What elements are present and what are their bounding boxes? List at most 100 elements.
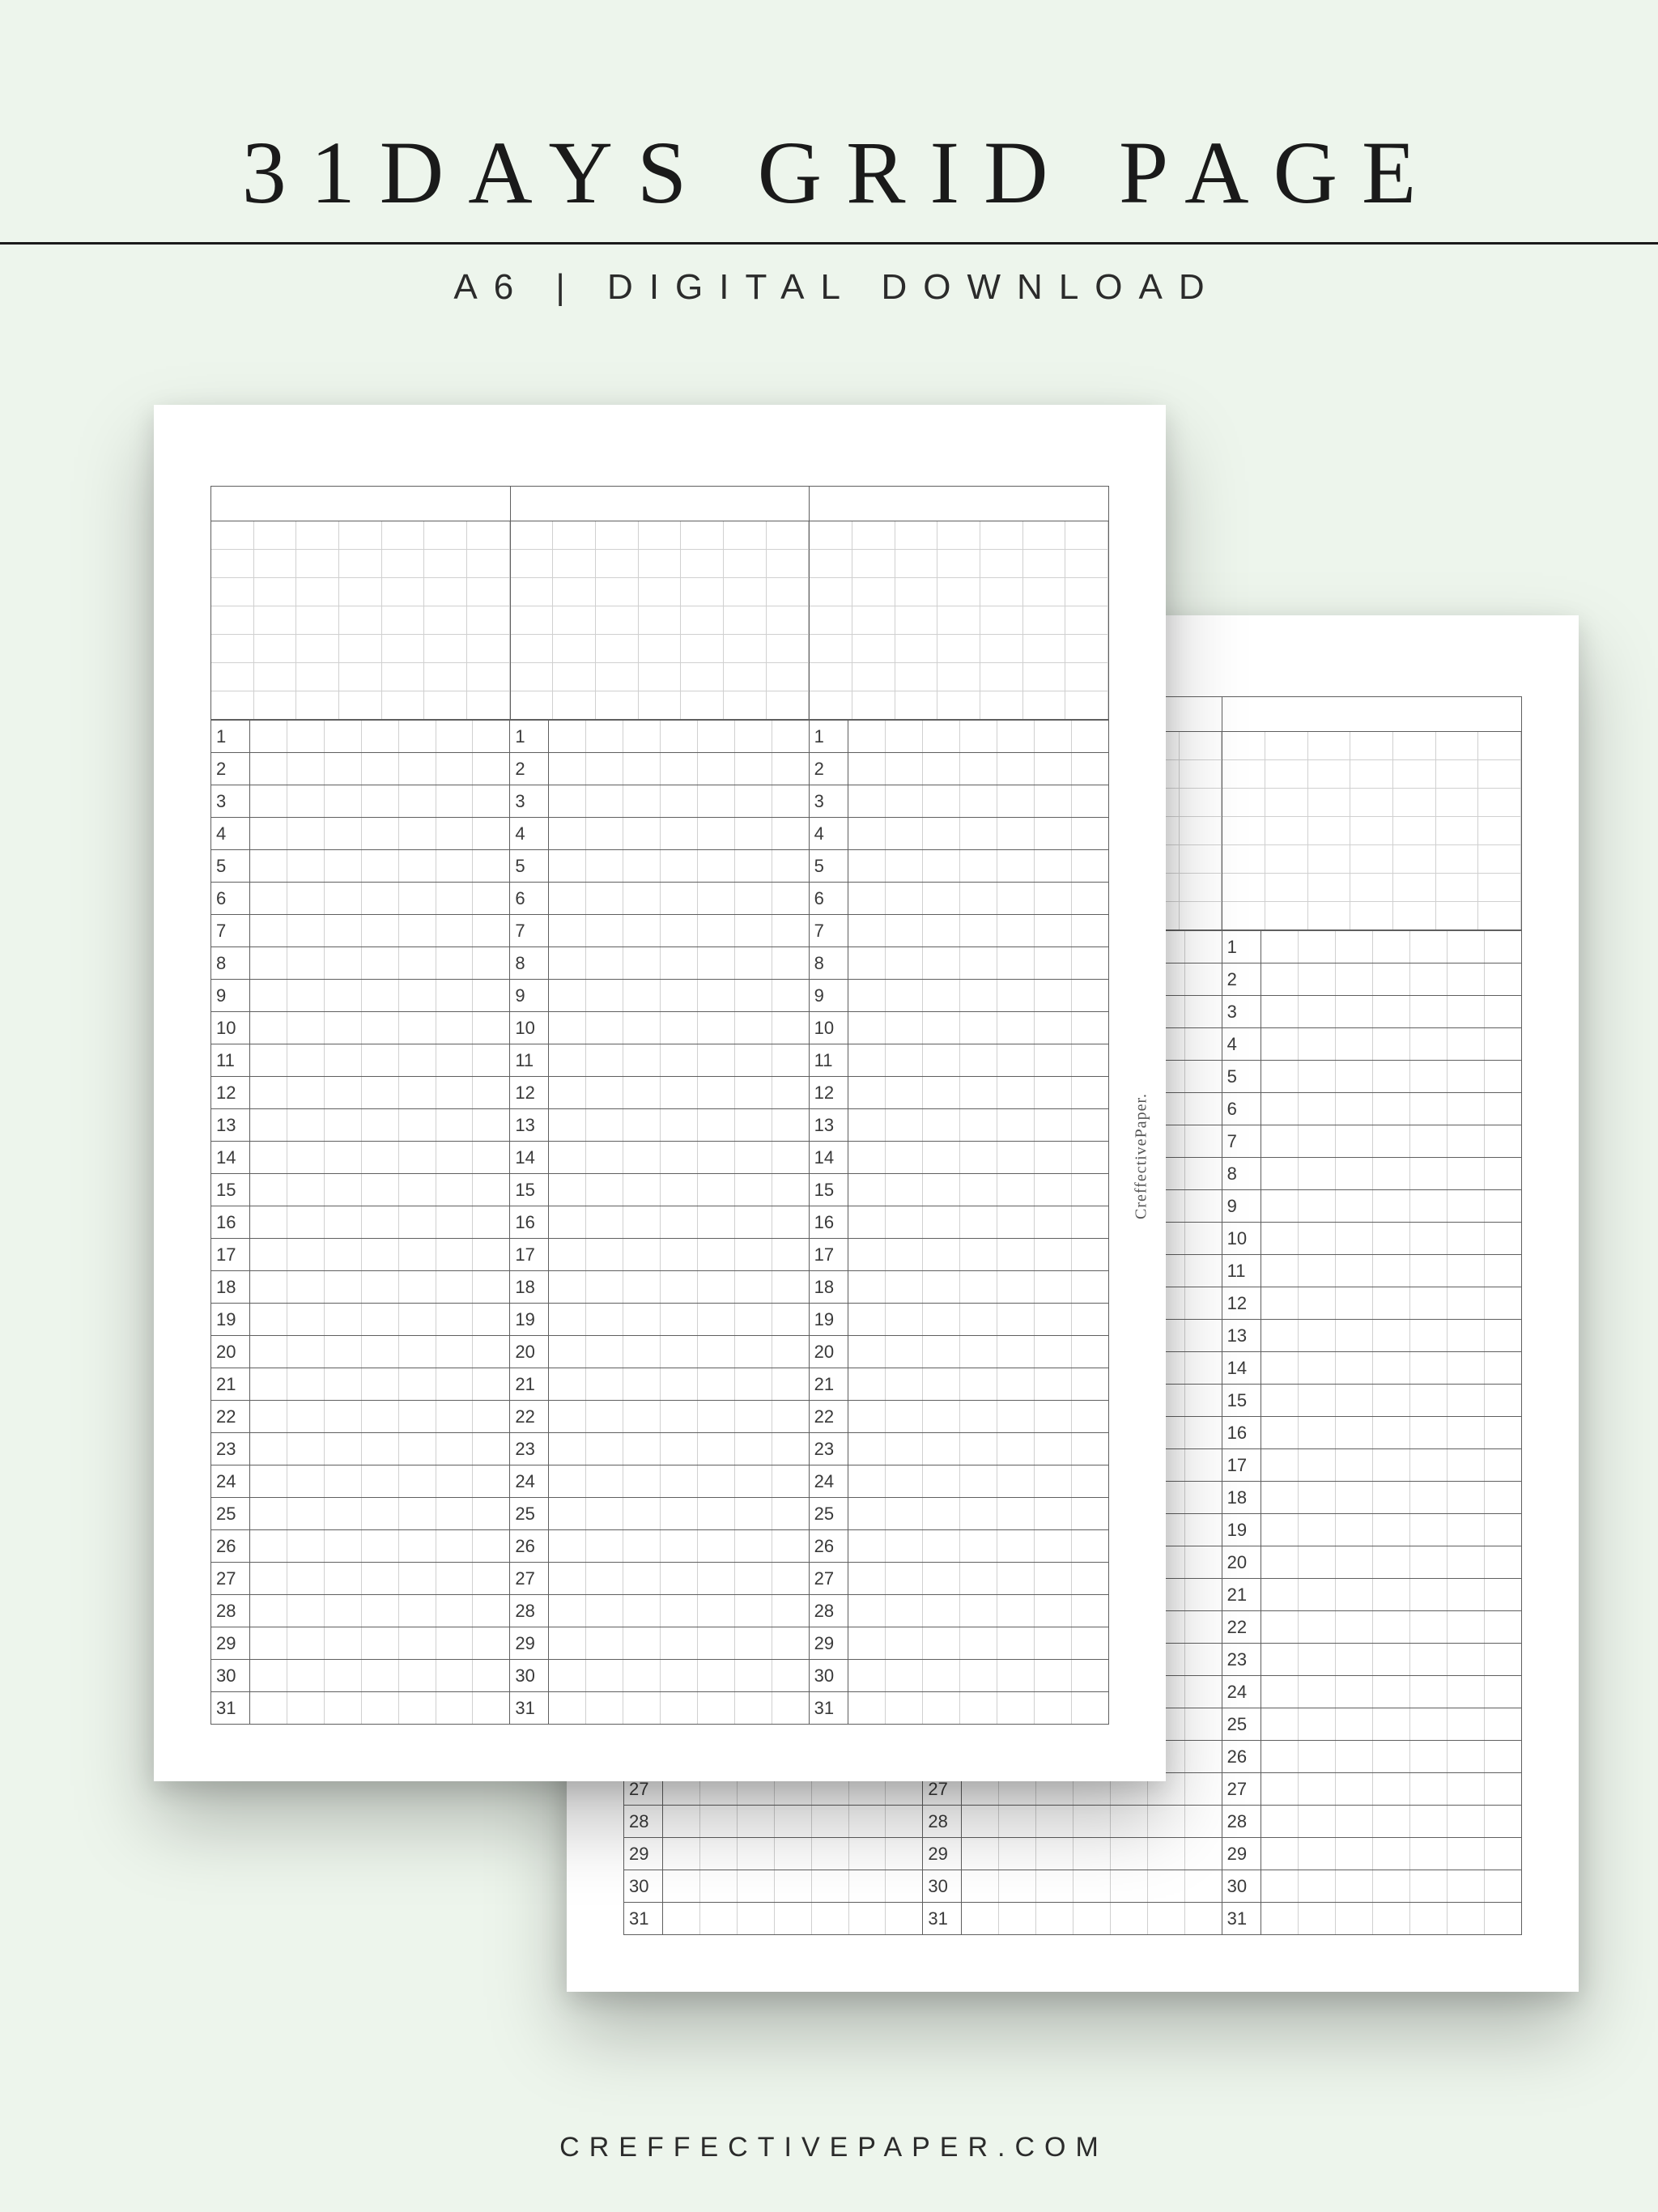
grid-subcolumn: [623, 850, 661, 882]
grid-subcolumn: [849, 1903, 886, 1934]
grid-day-rest: [1261, 1061, 1521, 1092]
grid-subcolumn: [698, 1012, 735, 1044]
grid-subcolumn: [287, 1498, 325, 1529]
grid-subcolumn: [549, 1336, 586, 1368]
grid-day-cellgroup: 28: [810, 1595, 1108, 1627]
grid-subcolumn: [812, 1870, 849, 1902]
grid-day-cellgroup: 12: [211, 1077, 510, 1108]
grid-subcolumn: [997, 1142, 1035, 1173]
grid-day-cellgroup: 18: [510, 1271, 809, 1303]
grid-subcolumn: [623, 1304, 661, 1335]
grid-subcolumn: [1072, 818, 1108, 849]
grid-day-number: 28: [510, 1595, 549, 1627]
grid-day-cellgroup: 11: [510, 1044, 809, 1076]
grid-subcolumn: [960, 1174, 997, 1206]
grid-subcolumn: [623, 1401, 661, 1432]
grid-subcolumn: [436, 980, 474, 1011]
grid-subcolumn: [1185, 1223, 1222, 1254]
grid-subcolumn: [997, 1109, 1035, 1141]
grid-subcolumn: [700, 1903, 738, 1934]
grid-subcolumn: [1373, 1773, 1410, 1805]
grid-subcolumn: [848, 1692, 886, 1724]
grid-subcolumn: [1185, 1125, 1222, 1157]
grid-day-row: 202020: [211, 1335, 1108, 1368]
grid-subcolumn: [1485, 963, 1521, 995]
grid-subcolumn: [849, 1838, 886, 1870]
grid-day-rest: [962, 1806, 1222, 1837]
grid-subcolumn: [1336, 1611, 1373, 1643]
grid-subcolumn: [1485, 996, 1521, 1027]
grid-subcolumn: [661, 1433, 698, 1465]
grid-subcolumn: [436, 1530, 474, 1562]
grid-subcolumn: [1036, 1806, 1073, 1837]
grid-subcolumn: [549, 1044, 586, 1076]
grid-subcolumn: [436, 1109, 474, 1141]
grid-subcolumn: [325, 753, 362, 785]
grid-subcolumn: [1035, 1336, 1072, 1368]
grid-subcolumn: [250, 1012, 287, 1044]
grid-subcolumn: [1261, 1903, 1299, 1934]
grid-subcolumn: [735, 721, 772, 752]
grid-subcolumn: [698, 1627, 735, 1659]
grid-subcolumn: [810, 521, 852, 719]
grid-subcolumn: [735, 1530, 772, 1562]
grid-day-rest: [549, 1465, 809, 1497]
grid-day-cellgroup: 22: [510, 1401, 809, 1432]
grid-day-cellgroup: 23: [211, 1433, 510, 1465]
grid-subcolumn: [848, 1044, 886, 1076]
grid-day-number: 25: [510, 1498, 549, 1529]
grid-day-cellgroup: 12: [810, 1077, 1108, 1108]
grid-subcolumn: [399, 818, 436, 849]
grid-subcolumn: [1410, 1741, 1448, 1772]
grid-subcolumn: [1373, 1125, 1410, 1157]
grid-subcolumn: [623, 915, 661, 946]
grid-subcolumn: [473, 1304, 509, 1335]
grid-subcolumn: [886, 1903, 922, 1934]
grid-subcolumn: [399, 1174, 436, 1206]
grid-subcolumn: [1336, 1644, 1373, 1675]
grid-subcolumn: [399, 785, 436, 817]
grid-subcolumn: [886, 818, 923, 849]
grid-subcolumn: [1261, 996, 1299, 1027]
grid-subcolumn: [1035, 1692, 1072, 1724]
grid-subcolumn: [698, 1401, 735, 1432]
grid-subcolumn: [586, 1304, 623, 1335]
grid-day-row: 272727: [211, 1562, 1108, 1594]
grid-subcolumn: [1485, 1579, 1521, 1610]
grid-subcolumn: [1299, 1903, 1336, 1934]
grid-day-number: 3: [810, 785, 848, 817]
grid-day-cellgroup: 7: [810, 915, 1108, 946]
grid-subcolumn: [1035, 1498, 1072, 1529]
grid-subcolumn: [1448, 1287, 1485, 1319]
grid-subcolumn: [960, 1239, 997, 1270]
grid-subcolumn: [735, 1465, 772, 1497]
grid-subcolumn: [1072, 753, 1108, 785]
grid-subcolumn: [886, 1142, 923, 1173]
grid-day-number: 14: [1222, 1352, 1261, 1384]
grid-subcolumn: [287, 818, 325, 849]
grid-subcolumn: [1261, 1061, 1299, 1092]
grid-day-cellgroup: 29: [211, 1627, 510, 1659]
grid-day-number: 11: [1222, 1255, 1261, 1287]
grid-subcolumn: [1035, 1012, 1072, 1044]
grid-subcolumn: [1336, 1773, 1373, 1805]
grid-subcolumn: [1185, 1741, 1222, 1772]
grid-day-number: 16: [810, 1206, 848, 1238]
grid-subcolumn: [362, 1660, 399, 1691]
grid-subcolumn: [586, 883, 623, 914]
grid-day-cellgroup: 4: [810, 818, 1108, 849]
grid-subcolumn: [436, 1465, 474, 1497]
grid-subcolumn: [923, 1077, 960, 1108]
grid-day-rest: [962, 1870, 1222, 1902]
grid-day-number: 30: [211, 1660, 250, 1691]
grid-day-rest: [663, 1903, 923, 1934]
grid-subcolumn: [1072, 1627, 1108, 1659]
grid-subcolumn: [1373, 1417, 1410, 1448]
grid-subcolumn: [362, 1627, 399, 1659]
grid-day-rest: [549, 915, 809, 946]
grid-subcolumn: [287, 883, 325, 914]
grid-subcolumn: [1185, 1708, 1222, 1740]
grid-subcolumn: [1373, 1838, 1410, 1870]
grid-subcolumn: [1336, 1806, 1373, 1837]
grid-subcolumn: [848, 1660, 886, 1691]
